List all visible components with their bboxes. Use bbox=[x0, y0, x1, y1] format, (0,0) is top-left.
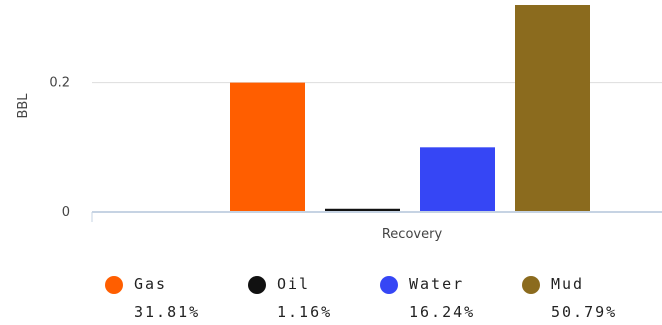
y-tick-label: 0.2 bbox=[49, 76, 70, 91]
legend-label: Oil bbox=[277, 275, 311, 293]
recovery-bar-chart: 00.2 BBL Recovery bbox=[16, 5, 662, 242]
y-tick-label: 0 bbox=[62, 205, 70, 220]
legend-percent: 31.81% bbox=[134, 303, 201, 321]
bar-water[interactable] bbox=[420, 147, 495, 212]
bar-group bbox=[230, 5, 590, 212]
legend-label: Mud bbox=[551, 275, 585, 293]
x-axis-category-label: Recovery bbox=[382, 227, 443, 242]
legend-marker bbox=[105, 276, 123, 294]
legend-percent: 16.24% bbox=[409, 303, 476, 321]
legend-marker bbox=[522, 276, 540, 294]
legend-marker bbox=[380, 276, 398, 294]
legend: Gas 31.81% Oil 1.16% Water 16.24% Mud 50.79% bbox=[0, 270, 662, 325]
bar-oil[interactable] bbox=[325, 208, 400, 212]
legend-percent: 1.16% bbox=[277, 303, 333, 321]
legend-marker bbox=[248, 276, 266, 294]
legend-label: Water bbox=[409, 275, 465, 293]
bar-mud[interactable] bbox=[515, 5, 590, 212]
bar-gas[interactable] bbox=[230, 82, 305, 212]
y-axis-ticks: 00.2 bbox=[49, 76, 70, 220]
y-axis-title: BBL bbox=[16, 93, 31, 119]
legend-percent: 50.79% bbox=[551, 303, 618, 321]
legend-label: Gas bbox=[134, 275, 168, 293]
